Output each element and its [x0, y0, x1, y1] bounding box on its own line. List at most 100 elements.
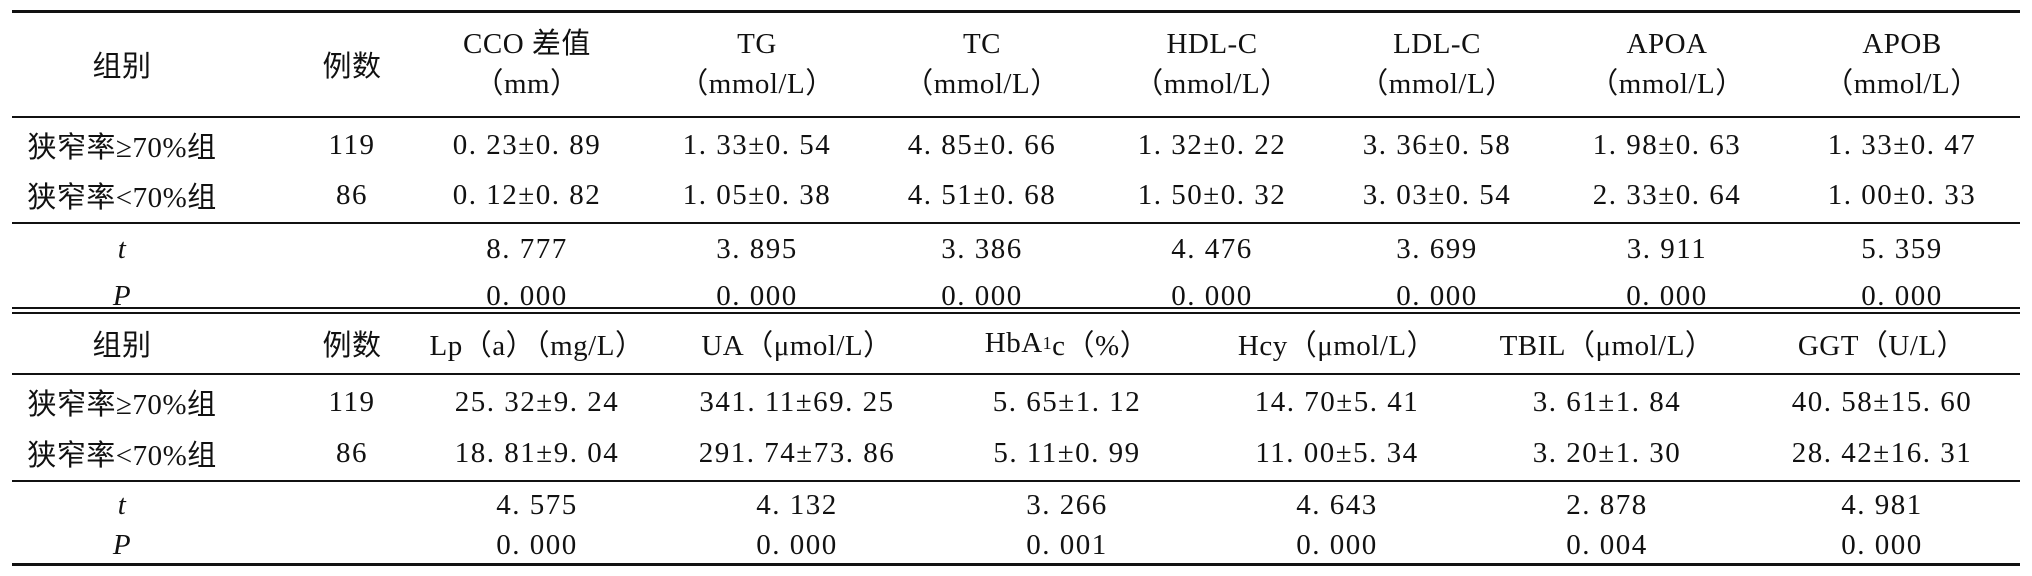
header-count: 例数: [322, 51, 382, 83]
stat-row-p: P 0. 000 0. 000 0. 001 0. 000 0. 004 0. …: [12, 527, 2020, 563]
group-name: 狭窄率<70%组: [27, 440, 217, 472]
header-ldl: LDL-C （mmol/L）: [1327, 14, 1547, 114]
value-hcy: 11. 00±5. 34: [1255, 436, 1419, 469]
stat-label: t: [117, 232, 127, 265]
value-tbil: 3. 20±1. 30: [1532, 436, 1682, 469]
count: 119: [328, 128, 376, 161]
count: 119: [328, 385, 376, 418]
header-hba1c-sub: 1: [1042, 332, 1053, 353]
value-hcy: 14. 70±5. 41: [1254, 385, 1420, 418]
value-tc: 4. 51±0. 68: [907, 178, 1057, 211]
header-ua: UA（μmol/L）: [701, 330, 893, 362]
value-tg: 1. 33±0. 54: [682, 128, 832, 161]
stat-row-p: P 0. 000 0. 000 0. 000 0. 000 0. 000 0. …: [12, 273, 2020, 319]
table-top-rule: [12, 10, 2020, 13]
stat-lpa: 4. 575: [496, 488, 578, 521]
stat-hcy: 0. 000: [1296, 528, 1378, 561]
header-hba1c-base: HbA: [984, 326, 1043, 359]
value-ggt: 28. 42±16. 31: [1791, 436, 1973, 469]
value-apoa: 1. 98±0. 63: [1592, 128, 1742, 161]
value-ldl: 3. 36±0. 58: [1362, 128, 1512, 161]
value-cco: 0. 23±0. 89: [452, 128, 602, 161]
stat-tbil: 2. 878: [1566, 488, 1648, 521]
value-lpa: 18. 81±9. 04: [454, 436, 620, 469]
value-apob: 1. 00±0. 33: [1827, 178, 1977, 211]
header-ggt: GGT（U/L）: [1797, 330, 1967, 362]
count: 86: [336, 436, 368, 469]
count: 86: [336, 178, 368, 211]
header-tg: TG （mmol/L）: [647, 14, 867, 114]
table2-stats-rule: [12, 480, 2020, 482]
value-ua: 341. 11±69. 25: [699, 385, 895, 418]
stat-apoa: 0. 000: [1626, 279, 1708, 312]
stat-apob: 0. 000: [1861, 279, 1943, 312]
header-lpa: Lp（a）（mg/L）: [429, 330, 645, 362]
header-hcy: Hcy（μmol/L）: [1237, 330, 1437, 362]
stat-label: t: [117, 488, 127, 521]
stat-hdl: 4. 476: [1171, 232, 1253, 265]
header-cco-unit: （mm）: [474, 68, 580, 100]
table-bottom-rule: [12, 563, 2020, 566]
stat-ggt: 0. 000: [1841, 528, 1923, 561]
stat-apob: 5. 359: [1861, 232, 1943, 265]
header-apoa: APOA （mmol/L）: [1557, 14, 1777, 114]
value-hba1c: 5. 11±0. 99: [993, 436, 1141, 469]
group-name: 狭窄率≥70%组: [27, 389, 217, 421]
value-ldl: 3. 03±0. 54: [1362, 178, 1512, 211]
stat-hba1c: 0. 001: [1026, 528, 1108, 561]
value-hdl: 1. 32±0. 22: [1137, 128, 1287, 161]
table1-header-row: 组别 例数 CCO 差值 （mm） TG （mmol/L） TC （mmol/L…: [12, 14, 2020, 114]
stat-ggt: 4. 981: [1841, 488, 1923, 521]
table-divider-rule-1: [12, 307, 2020, 309]
value-cco: 0. 12±0. 82: [452, 178, 602, 211]
value-hba1c: 5. 65±1. 12: [992, 385, 1142, 418]
stat-row-t: t 4. 575 4. 132 3. 266 4. 643 2. 878 4. …: [12, 483, 2020, 527]
table-row: 狭窄率≥70%组 119 0. 23±0. 89 1. 33±0. 54 4. …: [12, 120, 2020, 170]
table2-header-rule: [12, 373, 2020, 375]
header-hdl-label: HDL-C: [1166, 28, 1258, 60]
value-apoa: 2. 33±0. 64: [1592, 178, 1742, 211]
header-apob-label: APOB: [1862, 28, 1942, 60]
stat-tg: 0. 000: [716, 279, 798, 312]
header-hdl-unit: （mmol/L）: [1134, 68, 1290, 100]
stat-cco: 8. 777: [486, 232, 568, 265]
value-apob: 1. 33±0. 47: [1827, 128, 1977, 161]
header-ldl-label: LDL-C: [1393, 28, 1481, 60]
value-tc: 4. 85±0. 66: [907, 128, 1057, 161]
group-name: 狭窄率≥70%组: [27, 132, 217, 164]
header-group: 组别: [92, 51, 152, 83]
value-tbil: 3. 61±1. 84: [1532, 385, 1682, 418]
header-apob: APOB （mmol/L）: [1792, 14, 2012, 114]
table-row: 狭窄率≥70%组 119 25. 32±9. 24 341. 11±69. 25…: [12, 376, 2020, 428]
stat-hcy: 4. 643: [1296, 488, 1378, 521]
header-group: 组别: [92, 330, 152, 362]
header-tc-unit: （mmol/L）: [904, 68, 1060, 100]
header-tc-label: TC: [962, 28, 1002, 60]
header-tg-unit: （mmol/L）: [679, 68, 835, 100]
stat-lpa: 0. 000: [496, 528, 578, 561]
stat-tc: 0. 000: [941, 279, 1023, 312]
stat-ua: 4. 132: [756, 488, 838, 521]
group-name: 狭窄率<70%组: [27, 182, 217, 214]
comparison-table: 组别 例数 CCO 差值 （mm） TG （mmol/L） TC （mmol/L…: [12, 10, 2020, 566]
stat-label: P: [112, 279, 132, 312]
header-tbil: TBIL（μmol/L）: [1499, 330, 1715, 362]
value-ggt: 40. 58±15. 60: [1791, 385, 1973, 418]
stat-hba1c: 3. 266: [1026, 488, 1108, 521]
stat-tc: 3. 386: [941, 232, 1023, 265]
header-cco-label: CCO 差值: [463, 28, 591, 60]
header-count: 例数: [322, 330, 382, 362]
header-cco: CCO 差值 （mm）: [417, 14, 637, 114]
stat-ldl: 3. 699: [1396, 232, 1478, 265]
header-apoa-label: APOA: [1626, 28, 1708, 60]
header-ldl-unit: （mmol/L）: [1359, 68, 1515, 100]
header-hdl: HDL-C （mmol/L）: [1102, 14, 1322, 114]
value-ua: 291. 74±73. 86: [698, 436, 896, 469]
header-apoa-unit: （mmol/L）: [1589, 68, 1745, 100]
stat-tg: 3. 895: [716, 232, 798, 265]
value-tg: 1. 05±0. 38: [682, 178, 832, 211]
header-hba1c: HbA 1 c（%）: [942, 315, 1192, 371]
stat-apoa: 3. 911: [1626, 232, 1708, 265]
stat-hdl: 0. 000: [1171, 279, 1253, 312]
table2-header-row: 组别 例数 Lp（a）（mg/L） UA（μmol/L） HbA 1 c（%） Hc…: [12, 315, 2020, 371]
